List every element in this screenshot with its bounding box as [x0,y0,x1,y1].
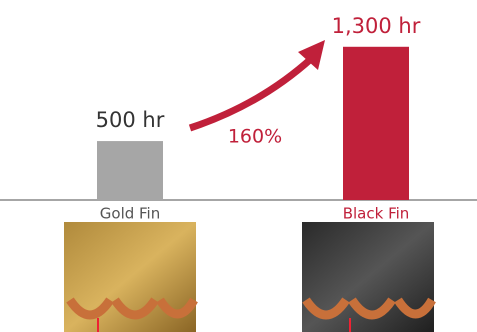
value-label: 500 hr [96,108,165,132]
category-label: Gold Fin [100,205,160,223]
bar [343,46,409,201]
gold-fin-photo [64,222,198,332]
growth-arrow [188,55,315,132]
arrow-head [298,40,325,70]
category-label: Black Fin [343,205,410,223]
value-label: 1,300 hr [332,14,421,38]
bar [97,141,163,200]
annotation: 160% [228,126,282,148]
black-fin-photo [302,222,436,332]
